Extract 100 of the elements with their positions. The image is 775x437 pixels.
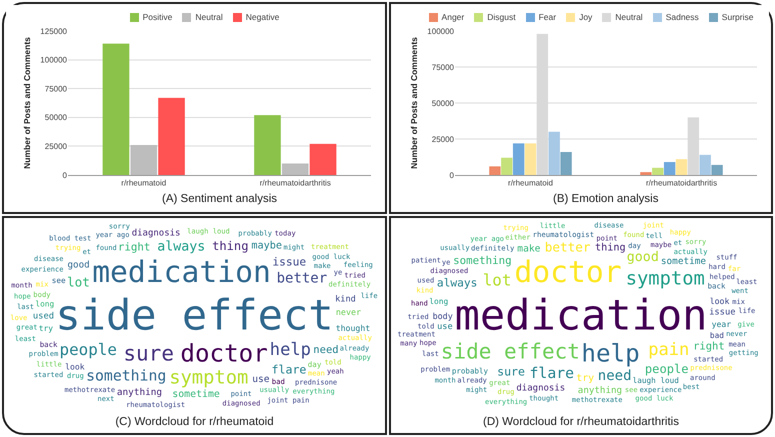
category-label: right: [693, 340, 725, 352]
category-label: look: [710, 296, 730, 306]
category-label: doctor: [180, 340, 268, 368]
bar: [158, 98, 185, 175]
category-label: look: [65, 362, 85, 372]
x-tick-label: r/rheumatoidarthritis: [260, 178, 331, 188]
bar: [640, 172, 652, 175]
text: (C) Wordcloud for r/rheumatoid: [115, 416, 274, 428]
bar: [489, 166, 501, 175]
category-label: lot: [482, 270, 512, 290]
bar: [676, 159, 688, 175]
category-label: good: [68, 260, 90, 271]
category-label: need: [313, 344, 339, 356]
category-label: sure: [497, 364, 526, 379]
category-label: sometime: [172, 388, 220, 400]
y-tick-label: 0: [450, 170, 455, 180]
category-label: used: [32, 311, 54, 322]
category-label: lot: [67, 274, 90, 290]
legend-label: Negative: [246, 12, 280, 23]
y-tick-label: 125000: [40, 26, 68, 36]
y-tick-label: 75000: [44, 84, 68, 94]
bar: [254, 115, 281, 175]
y-tick-label: 50000: [432, 98, 455, 108]
category-label: side effect: [440, 340, 580, 364]
category-label: side effect: [55, 290, 334, 340]
y-tick-label: 25000: [432, 134, 455, 144]
bar: [102, 44, 130, 175]
text: (B) Emotion analysis: [553, 193, 659, 205]
category-label: use: [252, 374, 270, 385]
category-label: better: [276, 270, 328, 287]
category-label: anything: [578, 385, 622, 396]
bar: [560, 152, 572, 175]
legend-label: Sadness: [666, 12, 699, 23]
category-label: help: [581, 340, 640, 368]
category-label: anything: [116, 387, 162, 398]
bar: [282, 163, 309, 175]
y-tick-label: 100000: [427, 26, 455, 36]
legend-label: Anger: [442, 12, 464, 23]
category-label: always: [436, 276, 478, 290]
category-label: thought: [336, 322, 370, 333]
category-label: never: [336, 306, 362, 317]
category-label: help: [270, 340, 311, 360]
category-label: make: [517, 243, 541, 254]
y-tick-label: 75000: [432, 62, 455, 72]
legend-label: Positive: [142, 12, 172, 23]
category-label: sure: [123, 342, 174, 366]
y-axis-title: Number of Posts and Comments: [408, 36, 419, 169]
text: (A) Sentiment analysis: [162, 193, 278, 205]
category-label: thing: [212, 238, 249, 253]
category-label: issue: [709, 308, 736, 318]
bar: [310, 144, 336, 175]
y-tick-label: 50000: [44, 113, 68, 122]
category-label: people: [60, 340, 117, 359]
category-label: better: [544, 240, 591, 255]
legend-label: Surprise: [722, 12, 754, 23]
legend-label: Fear: [538, 12, 556, 23]
category-label: year: [712, 319, 732, 330]
y-tick-label: 0: [62, 170, 68, 180]
category-label: flare: [530, 365, 574, 382]
category-label: use: [437, 322, 453, 332]
category-label: sometime: [660, 256, 706, 267]
bar: [652, 168, 664, 175]
text: (D) Wordcloud for r/rheumatoidarthritis: [483, 416, 680, 428]
category-label: right: [118, 240, 150, 254]
category-label: good: [626, 250, 659, 266]
bar: [664, 162, 676, 175]
bar: [130, 145, 158, 175]
category-label: need: [598, 368, 632, 384]
y-tick-label: 100000: [40, 56, 68, 65]
legend-label: Neutral: [615, 12, 643, 23]
y-tick-label: 25000: [44, 142, 68, 151]
category-label: people: [644, 362, 689, 376]
bar: [548, 132, 560, 175]
y-axis-title: Number of Posts and Comments: [22, 36, 32, 169]
bar: [524, 143, 536, 175]
category-label: doctor: [514, 254, 622, 290]
category-label: diagnosis: [516, 384, 566, 394]
category-label: always: [157, 240, 206, 255]
category-label: try: [576, 373, 594, 384]
legend-label: Neutral: [195, 12, 223, 23]
bar: [501, 158, 512, 175]
category-label: body: [432, 310, 453, 321]
category-label: something: [86, 367, 166, 384]
category-label: symptom: [626, 268, 705, 290]
x-tick-label: r/rheumatoid: [508, 178, 553, 188]
category-label: flare: [272, 362, 306, 376]
legend-label: Disgust: [487, 12, 516, 23]
legend-label: Joy: [579, 12, 592, 23]
bar: [512, 143, 524, 175]
bar: [711, 164, 723, 175]
category-label: something: [453, 254, 512, 267]
x-tick-label: r/rheumatoidarthritis: [646, 178, 718, 188]
bar: [700, 154, 711, 175]
category-label: medication: [92, 254, 271, 290]
category-label: symptom: [169, 368, 248, 389]
category-label: thing: [595, 242, 626, 254]
x-tick-label: r/rheumatoid: [121, 178, 166, 188]
category-label: kind: [335, 294, 356, 304]
category-label: medication: [454, 290, 708, 340]
category-label: maybe: [251, 240, 282, 252]
